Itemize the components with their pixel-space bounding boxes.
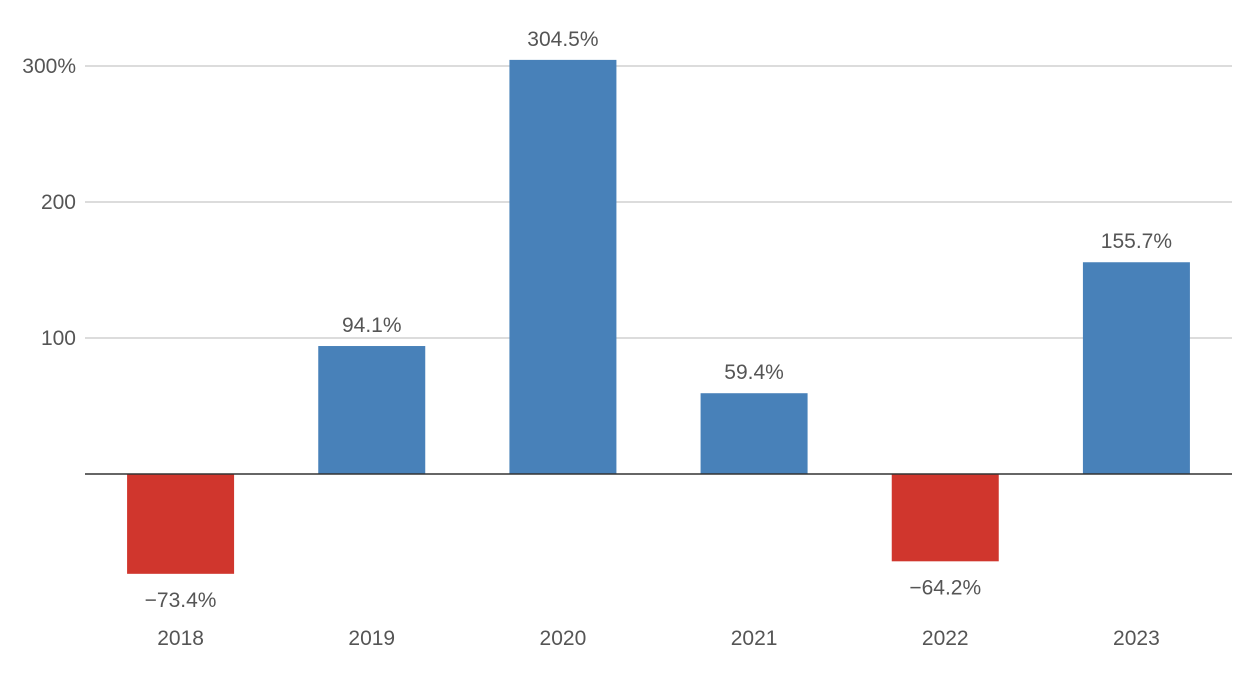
x-tick-label-2021: 2021 xyxy=(731,627,778,650)
value-label-2022: −64.2% xyxy=(909,576,981,599)
y-axis-ticks: 300% 200 100 xyxy=(22,55,76,350)
value-label-2021: 59.4% xyxy=(724,361,784,384)
x-tick-label-2023: 2023 xyxy=(1113,627,1160,650)
gridlines xyxy=(85,65,1232,339)
bar-2022 xyxy=(891,474,999,562)
value-label-2019: 94.1% xyxy=(342,314,402,337)
x-tick-label-2018: 2018 xyxy=(157,627,204,650)
bar-2021 xyxy=(700,393,808,474)
bar-2020 xyxy=(509,59,617,474)
y-tick-label: 200 xyxy=(41,191,76,214)
bar-2018 xyxy=(127,474,235,574)
x-axis-ticks: 2018 2019 2020 2021 2022 2023 xyxy=(157,627,1160,650)
x-tick-label-2019: 2019 xyxy=(348,627,395,650)
y-tick-label: 100 xyxy=(41,327,76,350)
bars xyxy=(127,59,1190,574)
value-labels: −73.4% 94.1% 304.5% 59.4% −64.2% 155.7% xyxy=(145,28,1172,612)
x-tick-label-2020: 2020 xyxy=(540,627,587,650)
y-tick-label: 300% xyxy=(22,55,76,78)
bar-2019 xyxy=(318,346,426,474)
value-label-2018: −73.4% xyxy=(145,589,217,612)
value-label-2023: 155.7% xyxy=(1101,230,1172,253)
x-tick-label-2022: 2022 xyxy=(922,627,969,650)
bar-2023 xyxy=(1082,262,1190,474)
value-label-2020: 304.5% xyxy=(527,28,598,51)
